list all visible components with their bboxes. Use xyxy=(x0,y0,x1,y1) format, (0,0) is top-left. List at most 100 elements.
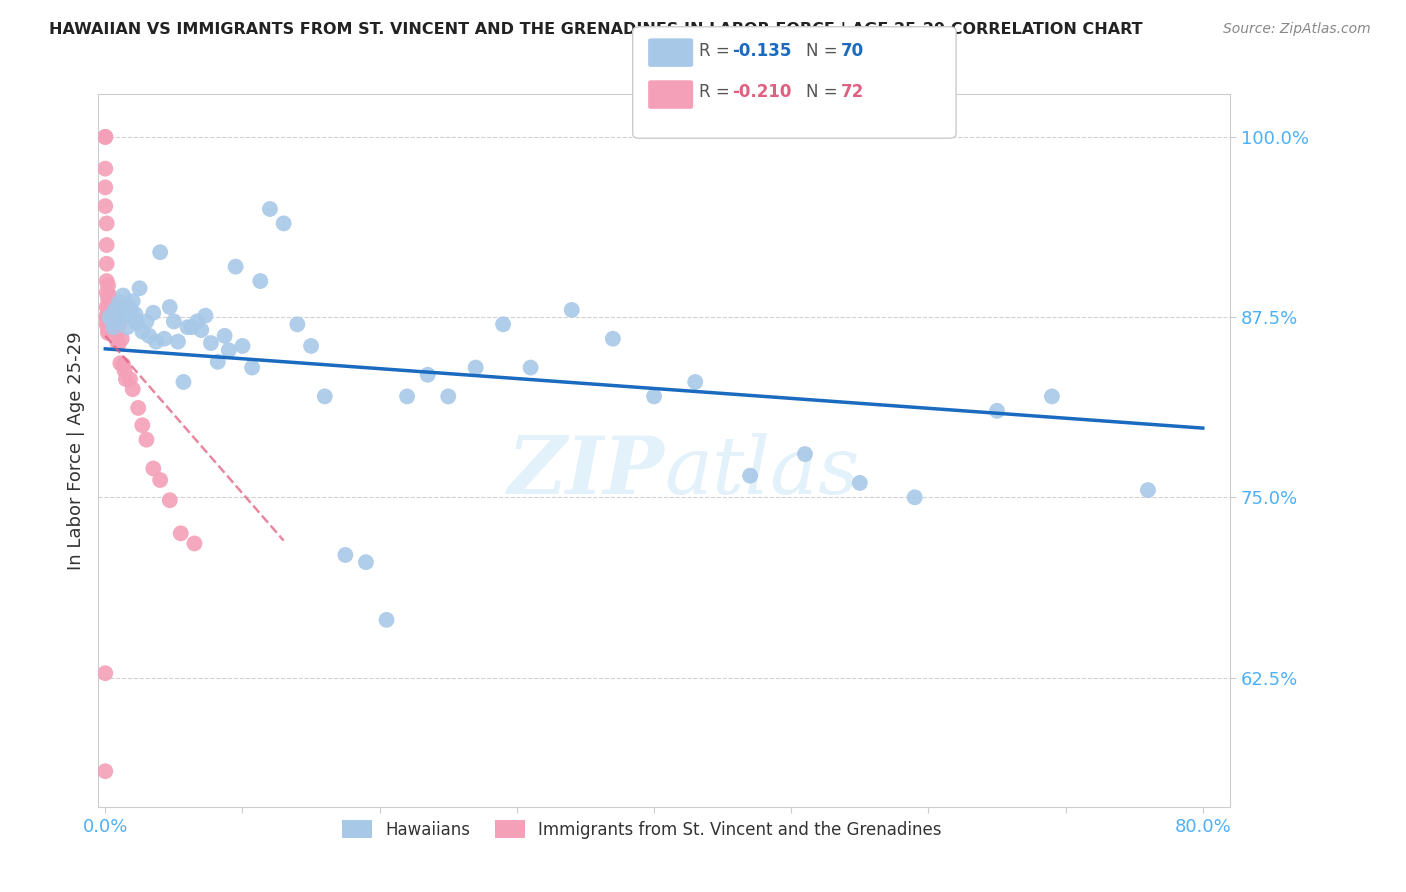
Point xyxy=(97,326,120,340)
Point xyxy=(904,491,927,505)
Point xyxy=(416,368,439,382)
Point xyxy=(135,433,157,447)
Point xyxy=(98,295,121,310)
Point xyxy=(101,314,124,328)
Point xyxy=(98,302,121,317)
Point xyxy=(101,309,124,323)
Point xyxy=(299,339,322,353)
Point xyxy=(105,310,128,325)
Point xyxy=(97,313,120,327)
Point xyxy=(561,302,583,317)
Point xyxy=(101,318,124,333)
Point xyxy=(97,278,120,293)
Point xyxy=(115,306,138,320)
Point xyxy=(683,375,706,389)
Point xyxy=(100,313,122,327)
Point xyxy=(159,493,181,508)
Point xyxy=(118,309,141,323)
Point xyxy=(107,336,129,351)
Text: 72: 72 xyxy=(841,83,865,101)
Point xyxy=(135,314,157,328)
Point xyxy=(98,316,121,330)
Point xyxy=(100,299,122,313)
Point xyxy=(98,310,121,325)
Legend: Hawaiians, Immigrants from St. Vincent and the Grenadines: Hawaiians, Immigrants from St. Vincent a… xyxy=(335,814,949,846)
Point xyxy=(124,307,146,321)
Point xyxy=(273,216,295,230)
Text: HAWAIIAN VS IMMIGRANTS FROM ST. VINCENT AND THE GRENADINES IN LABOR FORCE | AGE : HAWAIIAN VS IMMIGRANTS FROM ST. VINCENT … xyxy=(49,22,1143,38)
Text: -0.135: -0.135 xyxy=(733,42,792,60)
Point xyxy=(112,358,135,372)
Point xyxy=(100,304,122,318)
Point xyxy=(225,260,247,274)
Point xyxy=(104,309,127,323)
Point xyxy=(643,389,665,403)
Point xyxy=(110,356,132,370)
Point xyxy=(200,336,222,351)
Point xyxy=(849,475,872,490)
Point xyxy=(108,318,131,332)
Point xyxy=(115,320,138,334)
Point xyxy=(437,389,460,403)
Point xyxy=(107,314,129,328)
Point xyxy=(111,332,134,346)
Point xyxy=(167,334,190,349)
Point xyxy=(103,306,125,320)
Point xyxy=(96,300,118,314)
Point xyxy=(97,306,120,320)
Point xyxy=(120,306,142,320)
Point xyxy=(98,288,121,302)
Y-axis label: In Labor Force | Age 25-29: In Labor Force | Age 25-29 xyxy=(66,331,84,570)
Point xyxy=(104,314,127,328)
Point xyxy=(96,274,118,288)
Text: ZIP: ZIP xyxy=(508,434,665,510)
Point xyxy=(172,375,194,389)
Point xyxy=(285,318,308,332)
Point xyxy=(114,363,136,377)
Point xyxy=(97,318,120,332)
Point xyxy=(114,300,136,314)
Point xyxy=(186,314,208,328)
Point xyxy=(231,339,253,353)
Point xyxy=(107,314,129,328)
Point xyxy=(602,332,624,346)
Point xyxy=(131,418,153,433)
Point xyxy=(97,300,120,314)
Text: Source: ZipAtlas.com: Source: ZipAtlas.com xyxy=(1223,22,1371,37)
Point xyxy=(98,310,121,325)
Point xyxy=(249,274,271,288)
Text: atlas: atlas xyxy=(665,434,859,510)
Point xyxy=(121,294,143,309)
Point xyxy=(101,300,124,314)
Point xyxy=(128,281,150,295)
Point xyxy=(96,311,118,326)
Text: N =: N = xyxy=(806,83,842,101)
Point xyxy=(104,323,127,337)
Point xyxy=(142,306,165,320)
Point xyxy=(97,291,120,305)
Point xyxy=(103,321,125,335)
Point xyxy=(259,202,281,216)
Point xyxy=(240,360,263,375)
Point xyxy=(103,320,125,334)
Point xyxy=(101,304,124,318)
Point xyxy=(94,129,117,144)
Text: R =: R = xyxy=(699,42,735,60)
Point xyxy=(170,526,193,541)
Point xyxy=(103,316,125,330)
Text: 70: 70 xyxy=(841,42,863,60)
Point xyxy=(738,468,761,483)
Point xyxy=(96,238,118,252)
Point xyxy=(110,309,132,323)
Text: -0.210: -0.210 xyxy=(733,83,792,101)
Point xyxy=(1040,389,1063,403)
Point xyxy=(94,199,117,213)
Point xyxy=(96,318,118,332)
Point xyxy=(986,404,1008,418)
Point xyxy=(101,314,124,328)
Point xyxy=(1136,483,1159,497)
Point xyxy=(207,355,229,369)
Point xyxy=(94,161,117,176)
Point xyxy=(176,320,198,334)
Point xyxy=(159,300,181,314)
